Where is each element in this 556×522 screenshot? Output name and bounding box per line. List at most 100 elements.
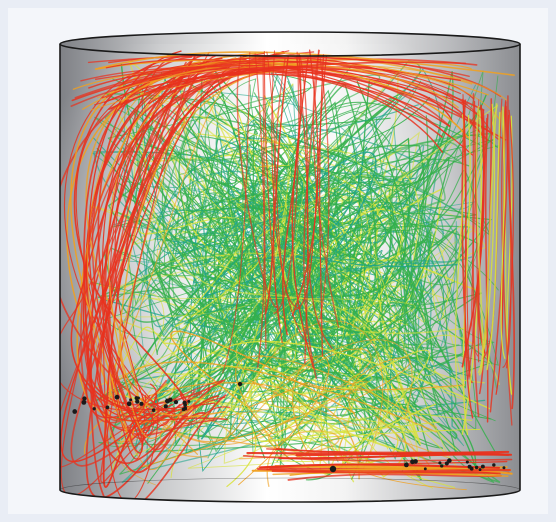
particle-marker xyxy=(105,405,110,410)
particle-marker xyxy=(480,464,485,469)
particle-marker xyxy=(114,394,120,400)
streamline xyxy=(104,361,437,445)
streamline xyxy=(83,382,360,480)
streamline xyxy=(116,63,459,109)
streamline xyxy=(473,100,480,363)
streamline xyxy=(249,154,436,444)
streamline xyxy=(295,55,328,311)
streamline xyxy=(485,113,489,423)
streamline xyxy=(271,470,501,475)
particle-marker xyxy=(173,400,179,405)
streamline xyxy=(119,60,311,416)
particle-marker xyxy=(92,407,96,411)
streamline xyxy=(271,50,309,345)
particle-marker xyxy=(467,464,472,469)
particle-marker xyxy=(129,398,133,402)
particle-marker xyxy=(134,396,139,401)
streamlines xyxy=(60,49,516,502)
particle-marker xyxy=(410,459,415,465)
streamline xyxy=(101,67,206,416)
streamline xyxy=(265,349,430,467)
particle-marker xyxy=(403,462,409,468)
streamline xyxy=(60,50,290,412)
streamline xyxy=(472,93,480,418)
particle-marker xyxy=(168,397,173,402)
cylinder-bottom-rim xyxy=(59,489,521,503)
particle-marker xyxy=(182,400,187,405)
particle-marker xyxy=(135,399,140,404)
streamline xyxy=(254,53,265,369)
streamline xyxy=(500,106,506,359)
particle-markers xyxy=(72,381,506,473)
streamline xyxy=(252,380,368,440)
particle-marker xyxy=(139,401,144,406)
particle-marker xyxy=(329,465,337,473)
streamline xyxy=(312,49,340,328)
streamline xyxy=(287,473,503,481)
streamline xyxy=(348,357,411,420)
particle-marker xyxy=(151,408,156,413)
streamline xyxy=(249,380,449,459)
streamline xyxy=(102,56,301,502)
streamline xyxy=(475,105,484,376)
streamline xyxy=(297,435,467,491)
particle-marker xyxy=(82,396,87,401)
particle-marker xyxy=(237,381,243,387)
streamline xyxy=(90,64,302,502)
streamline xyxy=(282,53,302,336)
particle-marker xyxy=(183,406,188,411)
streamline xyxy=(247,381,466,409)
particle-marker xyxy=(492,463,496,467)
streamline xyxy=(85,52,286,474)
streamline xyxy=(125,146,351,433)
streamline xyxy=(273,51,300,314)
streamline xyxy=(104,61,166,417)
streamline xyxy=(132,356,312,479)
streamline xyxy=(462,98,474,419)
particle-marker xyxy=(447,458,452,463)
streamline xyxy=(303,49,320,380)
streamline xyxy=(506,109,515,369)
particle-marker xyxy=(478,468,482,472)
streamline xyxy=(319,57,330,323)
streamline xyxy=(170,330,356,414)
streamline xyxy=(87,61,218,471)
streamline xyxy=(238,355,330,486)
particle-marker xyxy=(187,399,191,403)
particle-marker xyxy=(502,466,506,470)
streamline xyxy=(242,454,513,462)
streamline xyxy=(60,51,284,463)
streamline xyxy=(271,339,413,420)
streamline xyxy=(257,467,511,473)
streamline xyxy=(462,114,471,436)
streamline xyxy=(264,56,289,315)
streamline xyxy=(236,386,312,436)
streamline xyxy=(486,111,501,371)
streamline xyxy=(272,57,286,327)
streamline xyxy=(112,103,405,420)
streamline xyxy=(275,447,509,456)
streamline xyxy=(119,172,317,475)
streamline xyxy=(226,320,384,470)
particle-marker xyxy=(81,399,87,405)
streamline xyxy=(236,54,279,308)
cylinder-bottom-rim-back xyxy=(59,477,521,491)
streamline xyxy=(181,101,485,299)
streamline xyxy=(113,89,396,446)
streamline xyxy=(501,99,513,426)
streamline xyxy=(107,340,492,410)
particle-marker xyxy=(438,461,442,465)
particle-marker xyxy=(440,464,444,468)
streamline xyxy=(314,104,499,451)
streamline xyxy=(102,56,196,488)
particle-marker xyxy=(474,465,479,470)
streamline xyxy=(140,73,298,467)
streamline xyxy=(461,99,473,384)
streamline xyxy=(205,96,466,463)
streamline xyxy=(295,56,309,364)
particle-marker xyxy=(444,461,449,466)
streamline xyxy=(94,64,451,138)
streamline xyxy=(467,117,488,380)
